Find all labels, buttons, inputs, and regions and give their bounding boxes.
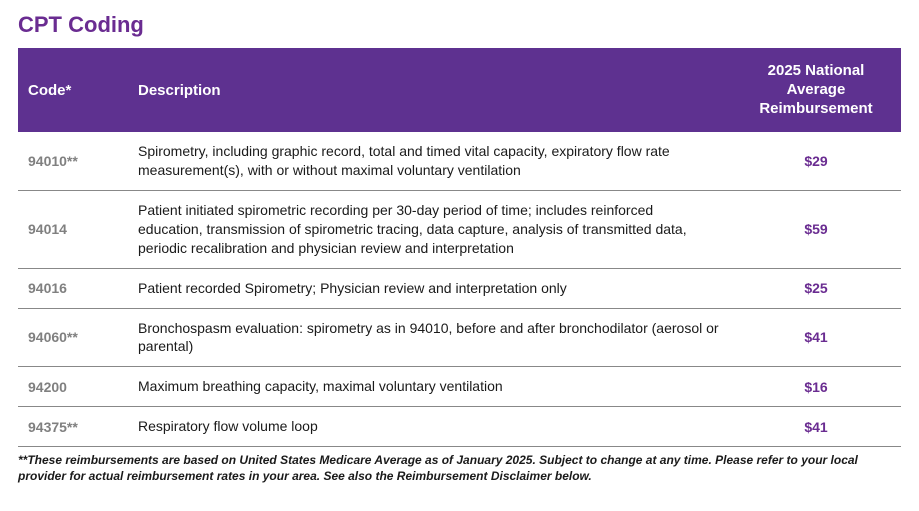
code-cell: 94016 (18, 268, 128, 308)
table-row: 94014 Patient initiated spirometric reco… (18, 191, 901, 269)
table-row: 94010** Spirometry, including graphic re… (18, 132, 901, 190)
code-cell: 94014 (18, 191, 128, 269)
code-cell: 94060** (18, 308, 128, 367)
description-cell: Maximum breathing capacity, maximal volu… (128, 367, 731, 407)
description-cell: Bronchospasm evaluation: spirometry as i… (128, 308, 731, 367)
col-header-reimbursement: 2025 National Average Reimbursement (731, 48, 901, 132)
description-cell: Respiratory flow volume loop (128, 407, 731, 447)
code-cell: 94375** (18, 407, 128, 447)
page-title: CPT Coding (18, 12, 901, 38)
reimbursement-cell: $41 (731, 407, 901, 447)
code-cell: 94010** (18, 132, 128, 190)
table-header-row: Code* Description 2025 National Average … (18, 48, 901, 132)
table-row: 94060** Bronchospasm evaluation: spirome… (18, 308, 901, 367)
description-cell: Patient initiated spirometric recording … (128, 191, 731, 269)
table-row: 94016 Patient recorded Spirometry; Physi… (18, 268, 901, 308)
reimbursement-cell: $59 (731, 191, 901, 269)
reimbursement-cell: $41 (731, 308, 901, 367)
table-row: 94375** Respiratory flow volume loop $41 (18, 407, 901, 447)
reimbursement-cell: $25 (731, 268, 901, 308)
reimbursement-cell: $16 (731, 367, 901, 407)
col-header-code: Code* (18, 48, 128, 132)
description-cell: Spirometry, including graphic record, to… (128, 132, 731, 190)
footnote: **These reimbursements are based on Unit… (18, 453, 901, 484)
cpt-table: Code* Description 2025 National Average … (18, 48, 901, 447)
table-row: 94200 Maximum breathing capacity, maxima… (18, 367, 901, 407)
reimbursement-cell: $29 (731, 132, 901, 190)
code-cell: 94200 (18, 367, 128, 407)
col-header-description: Description (128, 48, 731, 132)
description-cell: Patient recorded Spirometry; Physician r… (128, 268, 731, 308)
